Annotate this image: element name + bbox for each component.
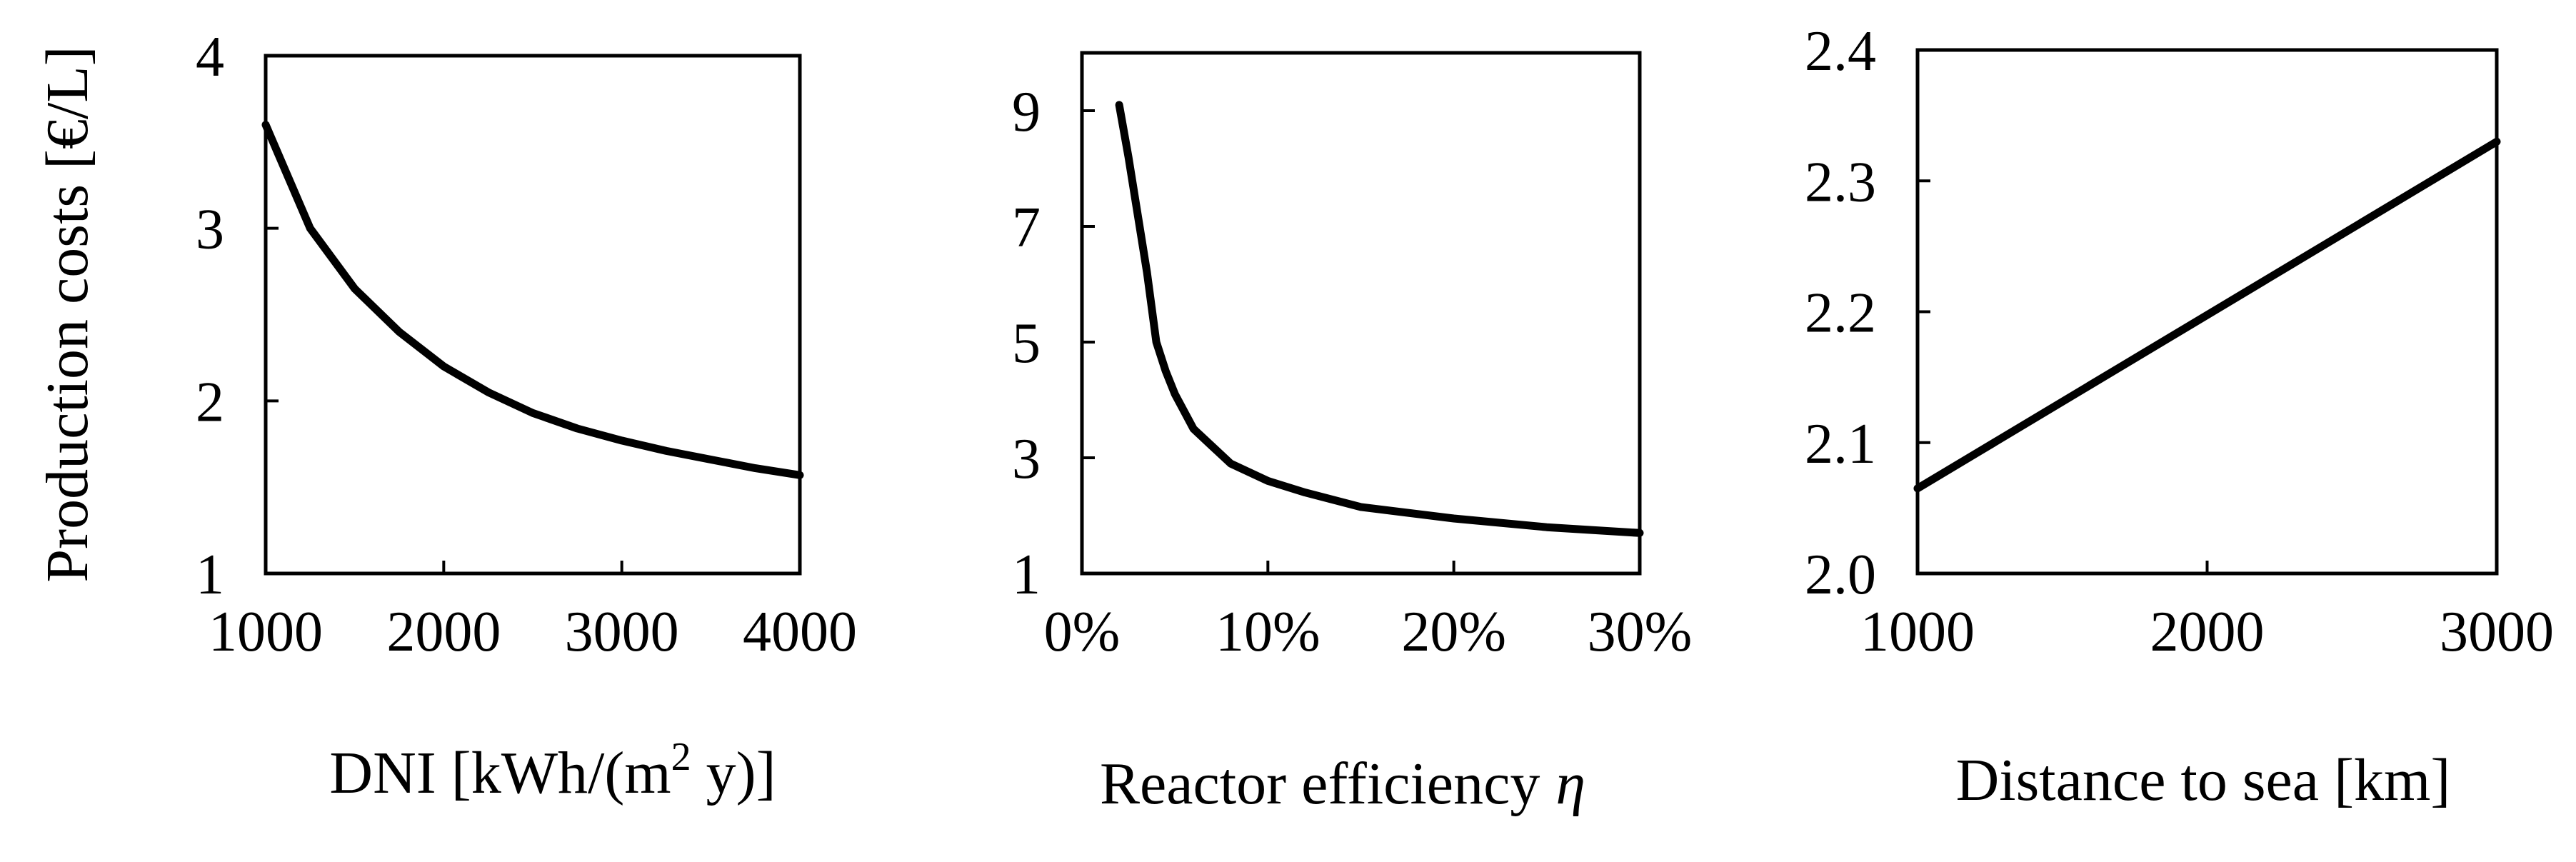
panel-distance-y-tick-label: 2.4 bbox=[1805, 20, 1876, 83]
panel-distance-x-tick-label: 2000 bbox=[2150, 601, 2265, 663]
panel-dni-x-axis-label-tail: y)] bbox=[691, 740, 776, 806]
panel-distance-x-tick-label: 1000 bbox=[1860, 601, 1975, 663]
panel-dni-x-tick-label: 4000 bbox=[743, 601, 857, 663]
panel-distance-x-tick-label: 3000 bbox=[2440, 601, 2554, 663]
panel-distance-frame bbox=[1915, 48, 2499, 576]
panel-efficiency: 0% 10% 20% 30% 1 3 5 7 9 Reactor efficiency η bbox=[1012, 51, 1692, 817]
panel-efficiency-frame bbox=[1080, 51, 1642, 576]
panel-dni-y-tick-label: 2 bbox=[196, 371, 224, 433]
panel-dni-ticks bbox=[264, 54, 801, 575]
panel-dni-x-axis-label-superscript: 2 bbox=[671, 735, 691, 779]
panel-dni-x-axis-label-main: DNI [kWh/(m bbox=[329, 740, 671, 806]
panel-efficiency-x-tick-label: 10% bbox=[1216, 601, 1320, 663]
panel-distance-series-line bbox=[1913, 137, 2501, 493]
panel-dni-y-tick-label: 1 bbox=[196, 543, 224, 606]
panel-efficiency-x-tick-label: 20% bbox=[1401, 601, 1506, 663]
panel-dni-frame bbox=[264, 54, 802, 576]
panel-efficiency-y-tick-label: 1 bbox=[1012, 543, 1041, 606]
panel-dni-series-line bbox=[261, 121, 804, 479]
panel-dni-y-tick-label: 4 bbox=[196, 26, 224, 89]
panel-efficiency-x-axis-label-main: Reactor efficiency bbox=[1100, 751, 1540, 817]
panel-efficiency-y-tick-label: 3 bbox=[1012, 428, 1041, 491]
panel-distance-y-tick-label: 2.1 bbox=[1805, 413, 1876, 476]
panel-efficiency-x-tick-label: 30% bbox=[1588, 601, 1693, 663]
panel-dni-x-axis-label: DNI [kWh/(m2 y)] bbox=[329, 735, 776, 806]
panel-efficiency-x-axis-label: Reactor efficiency η bbox=[1100, 751, 1585, 817]
panel-dni-x-tick-label: 2000 bbox=[386, 601, 501, 663]
panel-distance-y-tick-label: 2.0 bbox=[1805, 543, 1876, 606]
panel-efficiency-x-tick-label: 0% bbox=[1044, 601, 1121, 663]
panel-efficiency-y-tick-label: 7 bbox=[1012, 196, 1041, 259]
panel-dni-y-tick-label: 3 bbox=[196, 199, 224, 261]
panel-dni-tick-labels: 1000 2000 3000 4000 1 2 3 4 bbox=[196, 26, 857, 663]
panel-efficiency-y-tick-label: 5 bbox=[1012, 312, 1041, 375]
panel-efficiency-y-tick-label: 9 bbox=[1012, 81, 1041, 144]
panel-distance: 1000 2000 3000 2.0 2.1 2.2 2.3 2.4 Distance to … bbox=[1805, 20, 2554, 813]
panel-distance-y-tick-label: 2.2 bbox=[1805, 282, 1876, 345]
panel-dni-y-axis-label: Production costs [€/L] bbox=[34, 46, 101, 582]
panel-distance-tick-labels: 1000 2000 3000 2.0 2.1 2.2 2.3 2.4 bbox=[1805, 20, 2554, 663]
panel-efficiency-x-axis-symbol: η bbox=[1555, 751, 1585, 817]
panel-dni-x-tick-label: 1000 bbox=[209, 601, 323, 663]
panel-distance-y-tick-label: 2.3 bbox=[1805, 151, 1876, 214]
panel-efficiency-series-line bbox=[1115, 101, 1644, 537]
panel-efficiency-tick-labels: 0% 10% 20% 30% 1 3 5 7 9 bbox=[1012, 81, 1692, 663]
panel-distance-x-axis-label: Distance to sea [km] bbox=[1956, 747, 2451, 813]
panel-dni: 1000 2000 3000 4000 1 2 3 4 Production costs [€… bbox=[34, 26, 857, 806]
panel-dni-x-tick-label: 3000 bbox=[565, 601, 679, 663]
